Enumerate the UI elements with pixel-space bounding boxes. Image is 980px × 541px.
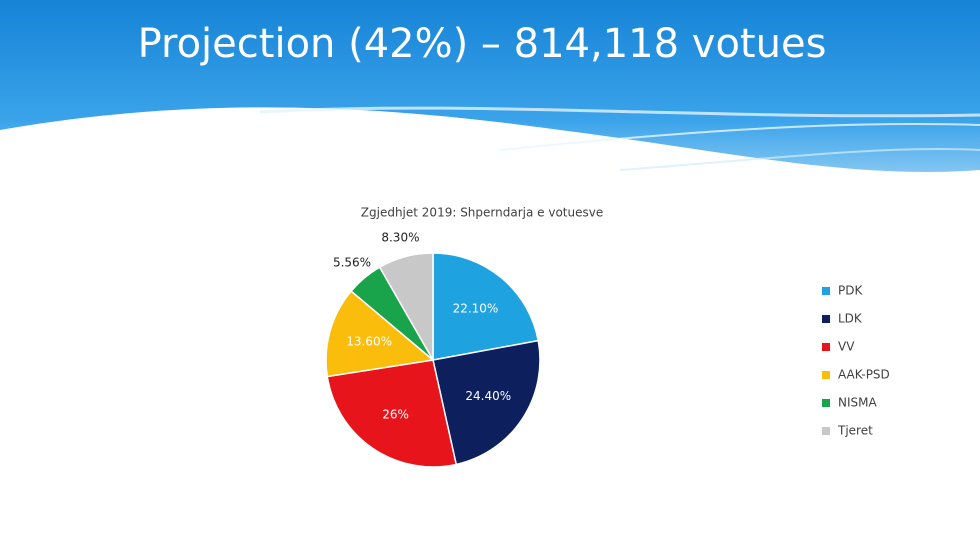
legend-label: VV — [838, 340, 855, 354]
pie-slice — [432, 339, 541, 466]
data-label: 13.60% — [346, 335, 392, 349]
legend-swatch — [822, 315, 830, 323]
data-label: 22.10% — [453, 302, 499, 316]
legend-label: PDK — [838, 284, 863, 298]
legend-label: AAK-PSD — [838, 368, 890, 382]
data-label: 24.40% — [465, 389, 511, 403]
slide-title: Projection (42%) – 814,118 votues — [138, 21, 827, 67]
pie-slice — [326, 359, 458, 468]
legend-swatch — [822, 287, 830, 295]
legend-label: Tjeret — [837, 424, 873, 438]
legend-swatch — [822, 427, 830, 435]
pie-slice — [432, 252, 540, 361]
legend-swatch — [822, 371, 830, 379]
pie-slice — [378, 252, 434, 363]
legend-label: NISMA — [838, 396, 877, 410]
data-label: 5.56% — [333, 256, 371, 270]
data-label: 26% — [382, 407, 409, 421]
chart-title: Zgjedhjet 2019: Shperndarja e votuesve — [361, 206, 603, 220]
legend-swatch — [822, 399, 830, 407]
legend-label: LDK — [838, 312, 863, 326]
legend-swatch — [822, 343, 830, 351]
data-label: 8.30% — [381, 231, 419, 245]
pie-slice — [325, 290, 435, 378]
